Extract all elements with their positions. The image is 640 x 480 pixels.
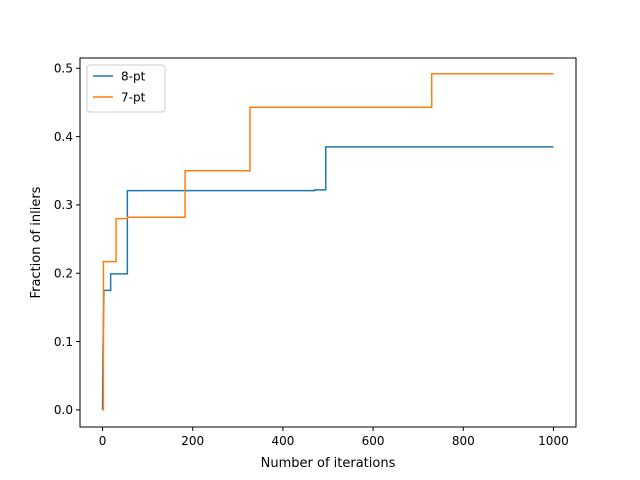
x-tick-label: 200	[181, 434, 204, 448]
x-tick-label: 400	[271, 434, 294, 448]
x-tick-label: 1000	[538, 434, 569, 448]
y-tick-label: 0.3	[54, 198, 73, 212]
legend: 8-pt 7-pt	[86, 64, 166, 113]
y-tick-label: 0.1	[54, 335, 73, 349]
plot-frame	[79, 57, 577, 428]
y-tick-label: 0.4	[54, 130, 73, 144]
y-tick-label: 0.5	[54, 62, 73, 76]
series-line-7-pt	[102, 72, 554, 411]
y-tick-label: 0.0	[54, 403, 73, 417]
x-tick-label: 800	[452, 434, 475, 448]
y-tick-label: 0.2	[54, 267, 73, 281]
x-axis-ticks: 0 200 400 600 800 1000	[99, 427, 569, 448]
x-tick-label: 0	[99, 434, 107, 448]
legend-label-8-pt: 8-pt	[121, 70, 146, 84]
series-layer	[101, 72, 554, 411]
x-tick-label: 600	[362, 434, 385, 448]
legend-label-7-pt: 7-pt	[121, 91, 146, 105]
y-axis-ticks: 0.0 0.1 0.2 0.3 0.4 0.5	[54, 62, 80, 417]
x-axis-label: Number of iterations	[261, 456, 396, 471]
y-axis-label: Fraction of inliers	[29, 186, 44, 298]
